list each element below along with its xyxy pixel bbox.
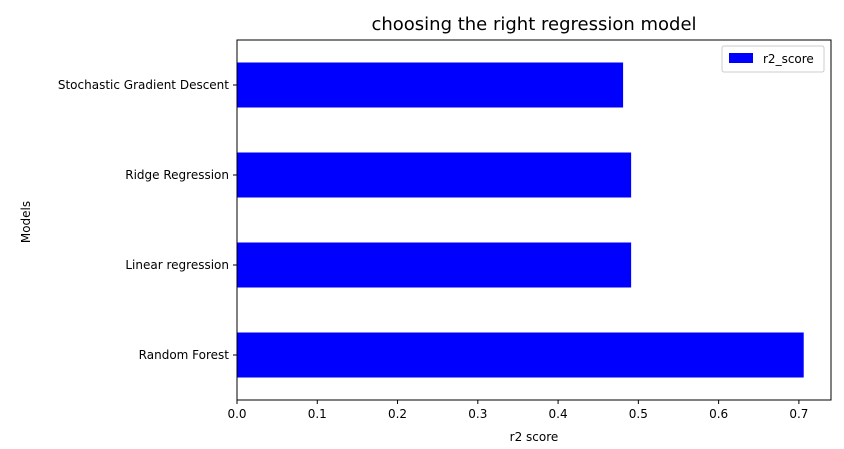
bar-linear-regression bbox=[237, 242, 632, 288]
y-tick-label: Random Forest bbox=[139, 348, 230, 362]
legend-box bbox=[721, 45, 825, 73]
x-tick-label: 0.5 bbox=[629, 407, 648, 421]
y-tick-label: Ridge Regression bbox=[125, 168, 229, 182]
y-axis-label: Models bbox=[19, 201, 33, 243]
y-tick-label: Stochastic Gradient Descent bbox=[58, 78, 229, 92]
x-tick-label: 0.7 bbox=[789, 407, 808, 421]
legend: r2_score bbox=[721, 45, 825, 73]
x-tick-label: 0.3 bbox=[468, 407, 487, 421]
y-axis-ticks: Random Forest Linear regression Ridge Regr… bbox=[58, 78, 237, 362]
x-tick-label: 0.1 bbox=[308, 407, 327, 421]
x-axis-label: r2 score bbox=[510, 430, 559, 444]
chart-title: choosing the right regression model bbox=[371, 14, 696, 35]
x-tick-label: 0.0 bbox=[227, 407, 246, 421]
plot-frame bbox=[236, 39, 832, 401]
bars-group bbox=[237, 62, 804, 378]
x-tick-label: 0.6 bbox=[709, 407, 728, 421]
legend-entry-label: r2_score bbox=[763, 52, 814, 66]
bar-ridge-regression bbox=[237, 152, 632, 198]
y-tick-label: Linear regression bbox=[125, 258, 229, 272]
x-tick-label: 0.2 bbox=[388, 407, 407, 421]
x-axis-ticks: 0.0 0.1 0.2 0.3 0.4 0.5 0.6 0.7 bbox=[227, 400, 808, 421]
x-tick-label: 0.4 bbox=[549, 407, 568, 421]
legend-swatch bbox=[729, 53, 753, 63]
bar-random-forest bbox=[237, 332, 804, 378]
bar-stochastic-gradient-descent bbox=[237, 62, 624, 108]
